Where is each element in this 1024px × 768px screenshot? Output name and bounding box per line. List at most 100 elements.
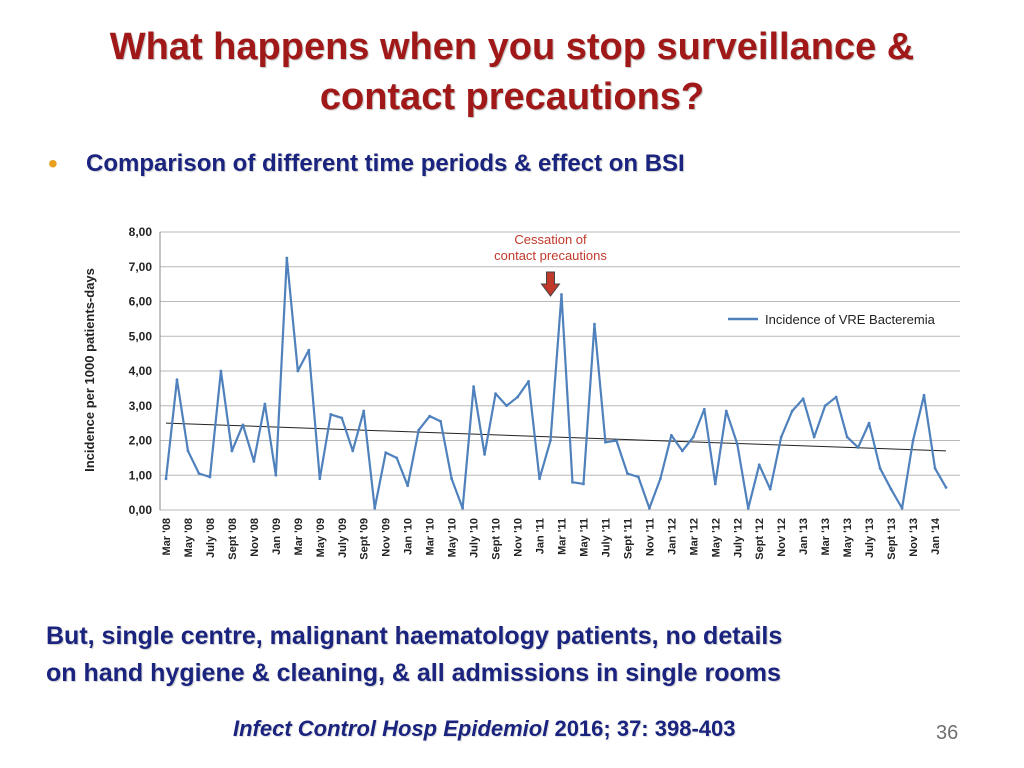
data-point (549, 439, 552, 442)
data-point (175, 378, 179, 382)
data-point (812, 435, 816, 439)
data-point (516, 395, 519, 399)
title-line-2: contact precautions? (319, 76, 705, 118)
x-tick-label: July '11 (600, 518, 612, 557)
x-tick-label: July '10 (469, 518, 481, 558)
data-point (933, 466, 937, 470)
y-axis-ticks: 0,00 1,00 2,00 3,00 4,00 5,00 6,00 7,00 8,00 (129, 225, 153, 517)
data-point (164, 477, 168, 481)
x-tick-label: Nov '11 (644, 518, 656, 556)
chart-gridlines (159, 231, 960, 511)
data-point (604, 440, 607, 444)
x-tick-label: Jan '10 (403, 518, 415, 555)
data-point (922, 393, 926, 397)
x-tick-label: Mar '08 (161, 518, 173, 555)
data-point (878, 466, 882, 470)
note-line-2: on hand hygiene & cleaning, & all admiss… (46, 659, 781, 687)
x-tick-label: Sept '08 (227, 518, 239, 560)
caveat-note: But, single centre, malignant haematolog… (46, 618, 986, 692)
note-line-1: But, single centre, malignant haematolog… (46, 622, 783, 650)
data-point (911, 439, 915, 442)
x-tick-label: Mar '12 (688, 518, 700, 555)
trendline (165, 422, 947, 452)
page-number: 36 (936, 722, 959, 744)
x-tick-label: Sept '09 (359, 518, 371, 560)
x-tick-label: Nov '12 (776, 518, 788, 557)
data-point (263, 402, 267, 406)
x-tick-label: Nov '09 (381, 518, 393, 557)
x-tick-label: Sept '12 (754, 518, 766, 560)
x-tick-label: May '12 (710, 518, 722, 557)
data-point (746, 506, 750, 510)
data-point (472, 385, 476, 389)
data-point (823, 404, 827, 408)
annotation-line-2: contact precautions (494, 248, 607, 263)
x-tick-label: Mar '13 (820, 518, 832, 555)
x-tick-label: May '09 (315, 518, 327, 557)
data-point (296, 369, 300, 373)
data-point (801, 397, 805, 401)
x-tick-label: Jan '11 (535, 518, 547, 554)
data-point (867, 421, 871, 425)
data-point (241, 423, 245, 427)
series-line-vre (164, 256, 947, 510)
slide-title: What happens when you stop surveillance … (0, 22, 1024, 122)
x-tick-label: Nov '08 (249, 518, 261, 557)
data-point (406, 484, 410, 488)
x-tick-label: Jan '14 (930, 517, 942, 555)
citation-journal: Infect Control Hosp Epidemiol (233, 716, 549, 741)
vre-incidence-chart: 0,00 1,00 2,00 3,00 4,00 5,00 6,00 7,00 8,00 Mar… (82, 225, 960, 560)
data-point (395, 456, 399, 460)
x-tick-label: July '09 (337, 518, 349, 558)
x-tick-label: May '08 (183, 518, 195, 557)
data-point (417, 428, 421, 432)
data-point (834, 395, 838, 399)
y-tick-label: 6,00 (129, 295, 153, 309)
x-tick-label: Jan '12 (666, 518, 678, 555)
data-point (900, 506, 904, 510)
data-point (351, 449, 355, 453)
data-point (845, 435, 849, 439)
x-tick-label: July '13 (864, 518, 876, 558)
y-tick-label: 0,00 (129, 503, 153, 517)
title-line-1: What happens when you stop surveillance … (109, 26, 915, 68)
x-tick-label: Jan '09 (271, 518, 283, 555)
data-point (856, 446, 860, 449)
x-tick-label: May '10 (447, 518, 459, 557)
bullet-item: • Comparison of different time periods &… (48, 150, 685, 178)
data-point (615, 439, 618, 442)
y-tick-label: 3,00 (129, 399, 153, 413)
data-point (647, 506, 651, 510)
data-point (593, 322, 596, 326)
data-point (889, 487, 893, 491)
data-point (680, 449, 684, 453)
data-point (626, 472, 629, 475)
data-point (713, 482, 717, 486)
data-point (735, 442, 739, 446)
x-tick-label: Sept '10 (491, 518, 503, 560)
x-tick-label: May '13 (842, 518, 854, 557)
data-point (428, 414, 432, 418)
cessation-annotation: Cessation of contact precautions (494, 232, 607, 297)
y-tick-label: 1,00 (129, 468, 153, 482)
data-point (757, 463, 761, 467)
data-point (944, 486, 948, 489)
data-point (527, 380, 530, 383)
x-tick-label: Nov '10 (513, 518, 525, 557)
data-point (219, 369, 223, 373)
x-tick-label: Nov '13 (908, 518, 920, 557)
data-point (450, 477, 454, 481)
x-tick-label: July '08 (205, 518, 217, 558)
y-tick-label: 8,00 (129, 225, 153, 239)
data-point (252, 459, 256, 463)
bullet-dot-icon: • (48, 148, 58, 179)
data-point (669, 433, 673, 437)
data-points (164, 256, 948, 510)
data-point (208, 475, 212, 479)
data-point (582, 482, 585, 486)
data-point (768, 487, 772, 491)
data-point (483, 453, 486, 456)
y-axis-label: Incidence per 1000 patients-days (82, 268, 97, 472)
x-tick-label: Mar '09 (293, 518, 305, 555)
x-tick-label: July '12 (732, 518, 744, 558)
